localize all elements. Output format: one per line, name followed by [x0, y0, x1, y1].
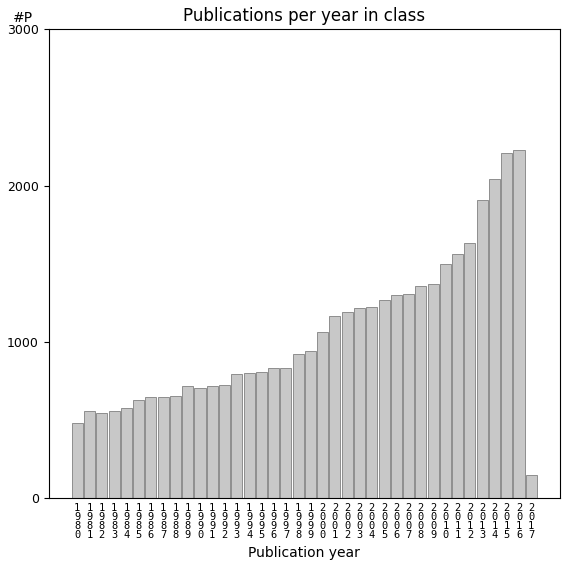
Bar [133, 400, 144, 498]
Bar [219, 385, 230, 498]
Bar [182, 386, 193, 498]
Bar [317, 332, 328, 498]
Bar [268, 369, 279, 498]
Bar [329, 316, 341, 498]
Bar [293, 354, 304, 498]
Bar [526, 475, 537, 498]
Bar [489, 179, 500, 498]
Bar [84, 411, 95, 498]
Bar [354, 308, 365, 498]
Bar [72, 423, 83, 498]
Bar [452, 253, 463, 498]
Bar [416, 286, 426, 498]
Bar [366, 307, 377, 498]
Bar [464, 243, 476, 498]
Bar [194, 388, 205, 498]
Bar [514, 150, 524, 498]
Bar [207, 386, 218, 498]
Bar [501, 153, 512, 498]
Bar [280, 368, 291, 498]
Bar [391, 295, 402, 498]
Text: #P: #P [12, 11, 33, 24]
Bar [96, 413, 107, 498]
Bar [231, 374, 242, 498]
Bar [244, 373, 255, 498]
Bar [477, 200, 488, 498]
Bar [342, 312, 353, 498]
Bar [428, 284, 439, 498]
Bar [170, 396, 181, 498]
Title: Publications per year in class: Publications per year in class [183, 7, 425, 25]
X-axis label: Publication year: Publication year [248, 546, 360, 560]
Bar [305, 351, 316, 498]
Bar [440, 264, 451, 498]
Bar [121, 408, 132, 498]
Bar [403, 294, 414, 498]
Bar [145, 397, 156, 498]
Bar [256, 372, 267, 498]
Bar [379, 299, 390, 498]
Bar [158, 397, 169, 498]
Bar [109, 411, 120, 498]
